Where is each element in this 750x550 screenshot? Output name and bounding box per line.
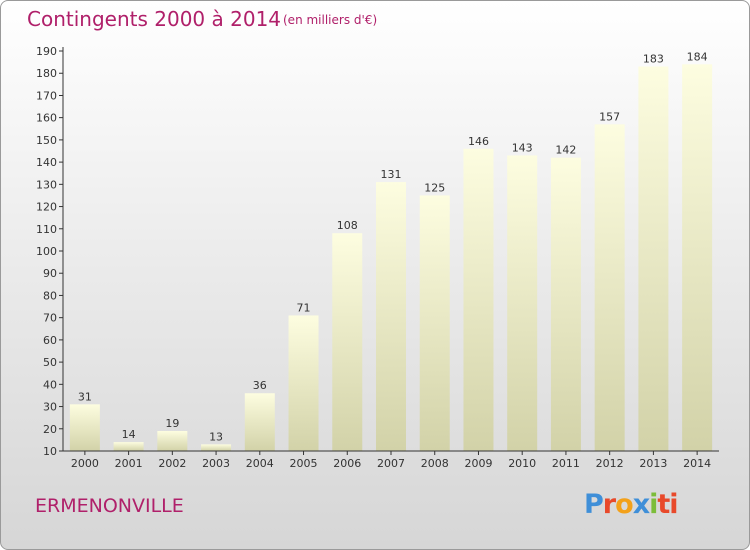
chart-title: Contingents 2000 à 2014 (27, 7, 282, 31)
y-tick-label: 110 (36, 223, 57, 236)
bar-value-label: 31 (78, 390, 92, 403)
bar-value-label: 13 (209, 430, 223, 443)
bar-value-label: 108 (337, 219, 358, 232)
y-tick-label: 30 (43, 401, 57, 414)
y-tick-label: 100 (36, 245, 57, 258)
x-tick-label: 2004 (246, 457, 274, 470)
commune-name: ERMENONVILLE (35, 495, 184, 517)
y-tick-label: 70 (43, 312, 57, 325)
x-tick-label: 2011 (552, 457, 580, 470)
bar-value-label: 36 (253, 379, 267, 392)
bar (638, 66, 669, 452)
x-tick-label: 2010 (508, 457, 536, 470)
y-tick-label: 150 (36, 134, 57, 147)
x-tick-label: 2002 (158, 457, 186, 470)
bar (682, 64, 713, 452)
x-tick-label: 2006 (333, 457, 361, 470)
y-tick-label: 90 (43, 267, 57, 280)
bar-value-label: 183 (643, 53, 664, 66)
bar (157, 431, 188, 451)
chart-subtitle: (en milliers d'€) (283, 13, 378, 27)
bar (419, 195, 450, 451)
x-tick-label: 2001 (115, 457, 143, 470)
x-tick-label: 2009 (464, 457, 492, 470)
y-tick-label: 80 (43, 289, 57, 302)
y-tick-label: 190 (36, 45, 57, 58)
x-tick-label: 2014 (683, 457, 711, 470)
x-tick-label: 2007 (377, 457, 405, 470)
y-tick-label: 120 (36, 201, 57, 214)
bar (376, 182, 406, 451)
bar-value-label: 19 (165, 417, 179, 430)
x-tick-label: 2000 (71, 457, 99, 470)
y-tick-label: 10 (43, 445, 57, 458)
bar-value-label: 157 (599, 110, 620, 123)
y-tick-label: 140 (36, 156, 57, 169)
bar (594, 124, 625, 451)
proxiti-logo[interactable]: Proxiti (584, 489, 679, 520)
x-tick-label: 2008 (421, 457, 449, 470)
bar-value-label: 146 (468, 135, 489, 148)
bar (507, 155, 538, 451)
bar-value-label: 131 (381, 168, 402, 181)
y-tick-label: 180 (36, 67, 57, 80)
y-tick-label: 60 (43, 334, 57, 347)
bar (244, 393, 275, 451)
bar (201, 444, 232, 451)
bar-value-label: 125 (424, 181, 445, 194)
x-tick-label: 2005 (290, 457, 318, 470)
y-tick-label: 40 (43, 378, 57, 391)
bar (332, 233, 363, 451)
y-tick-label: 50 (43, 356, 57, 369)
y-tick-label: 160 (36, 112, 57, 125)
bar-value-label: 142 (555, 144, 576, 157)
bar-value-label: 184 (687, 50, 708, 63)
bar (550, 157, 581, 451)
bar-value-label: 71 (297, 301, 311, 314)
x-tick-label: 2013 (639, 457, 667, 470)
y-tick-label: 20 (43, 423, 57, 436)
bar-value-label: 14 (122, 428, 136, 441)
y-tick-label: 170 (36, 89, 57, 102)
x-tick-label: 2003 (202, 457, 230, 470)
bar (113, 442, 144, 451)
bar (288, 315, 319, 451)
y-tick-label: 130 (36, 178, 57, 191)
x-tick-label: 2012 (596, 457, 624, 470)
bar (463, 148, 494, 451)
bar (69, 404, 100, 451)
bar-value-label: 143 (512, 141, 533, 154)
